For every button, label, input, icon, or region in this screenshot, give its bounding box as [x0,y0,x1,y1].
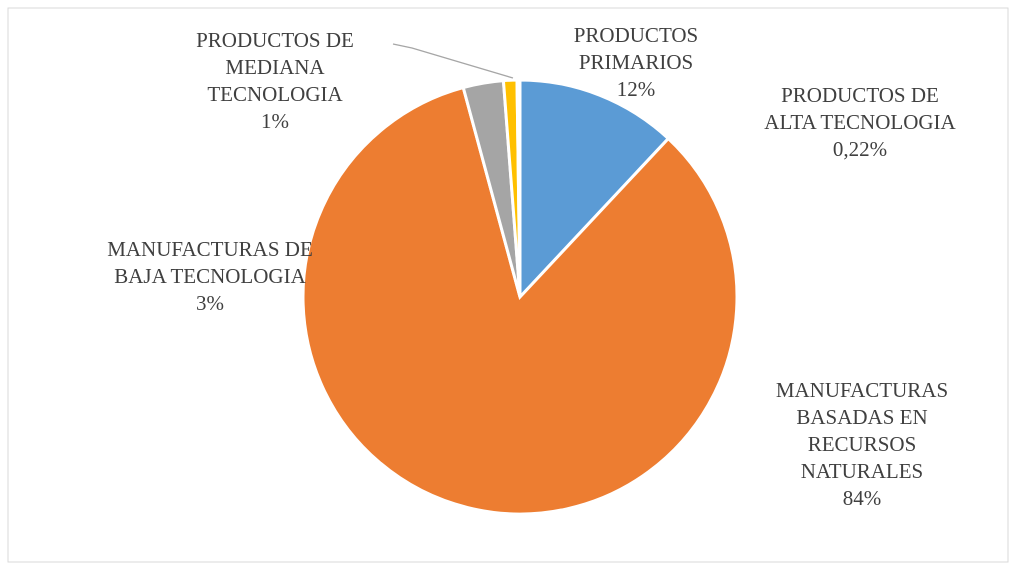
value-label: 12% [616,77,656,101]
leader-line [392,43,514,79]
category-label: MANUFACTURAS DE BAJA TECNOLOGIA [107,237,313,288]
category-label: PRODUCTOS PRIMARIOS [573,23,699,74]
slice-label: MANUFACTURAS BASADAS EN RECURSOS NATURAL… [772,377,952,512]
pie-slice [301,85,739,516]
slice-label: PRODUCTOS PRIMARIOS 12% [541,22,731,103]
value-label: 1% [261,109,289,133]
pie-slice [518,78,671,301]
chart-border [7,7,1009,563]
value-label: 84% [842,486,882,510]
category-label: MANUFACTURAS BASADAS EN RECURSOS NATURAL… [775,378,949,483]
category-label: PRODUCTOS DE ALTA TECNOLOGIA [764,83,956,134]
category-label: PRODUCTOS DE MEDIANA TECNOLOGIA [196,28,354,106]
value-label: 3% [196,291,224,315]
slice-label: PRODUCTOS DE MEDIANA TECNOLOGIA 1% [175,27,375,135]
slice-label: PRODUCTOS DE ALTA TECNOLOGIA 0,22% [760,82,960,163]
value-label: 0,22% [832,137,888,161]
slice-label: MANUFACTURAS DE BAJA TECNOLOGIA 3% [90,236,330,317]
pie-slice [515,78,522,298]
